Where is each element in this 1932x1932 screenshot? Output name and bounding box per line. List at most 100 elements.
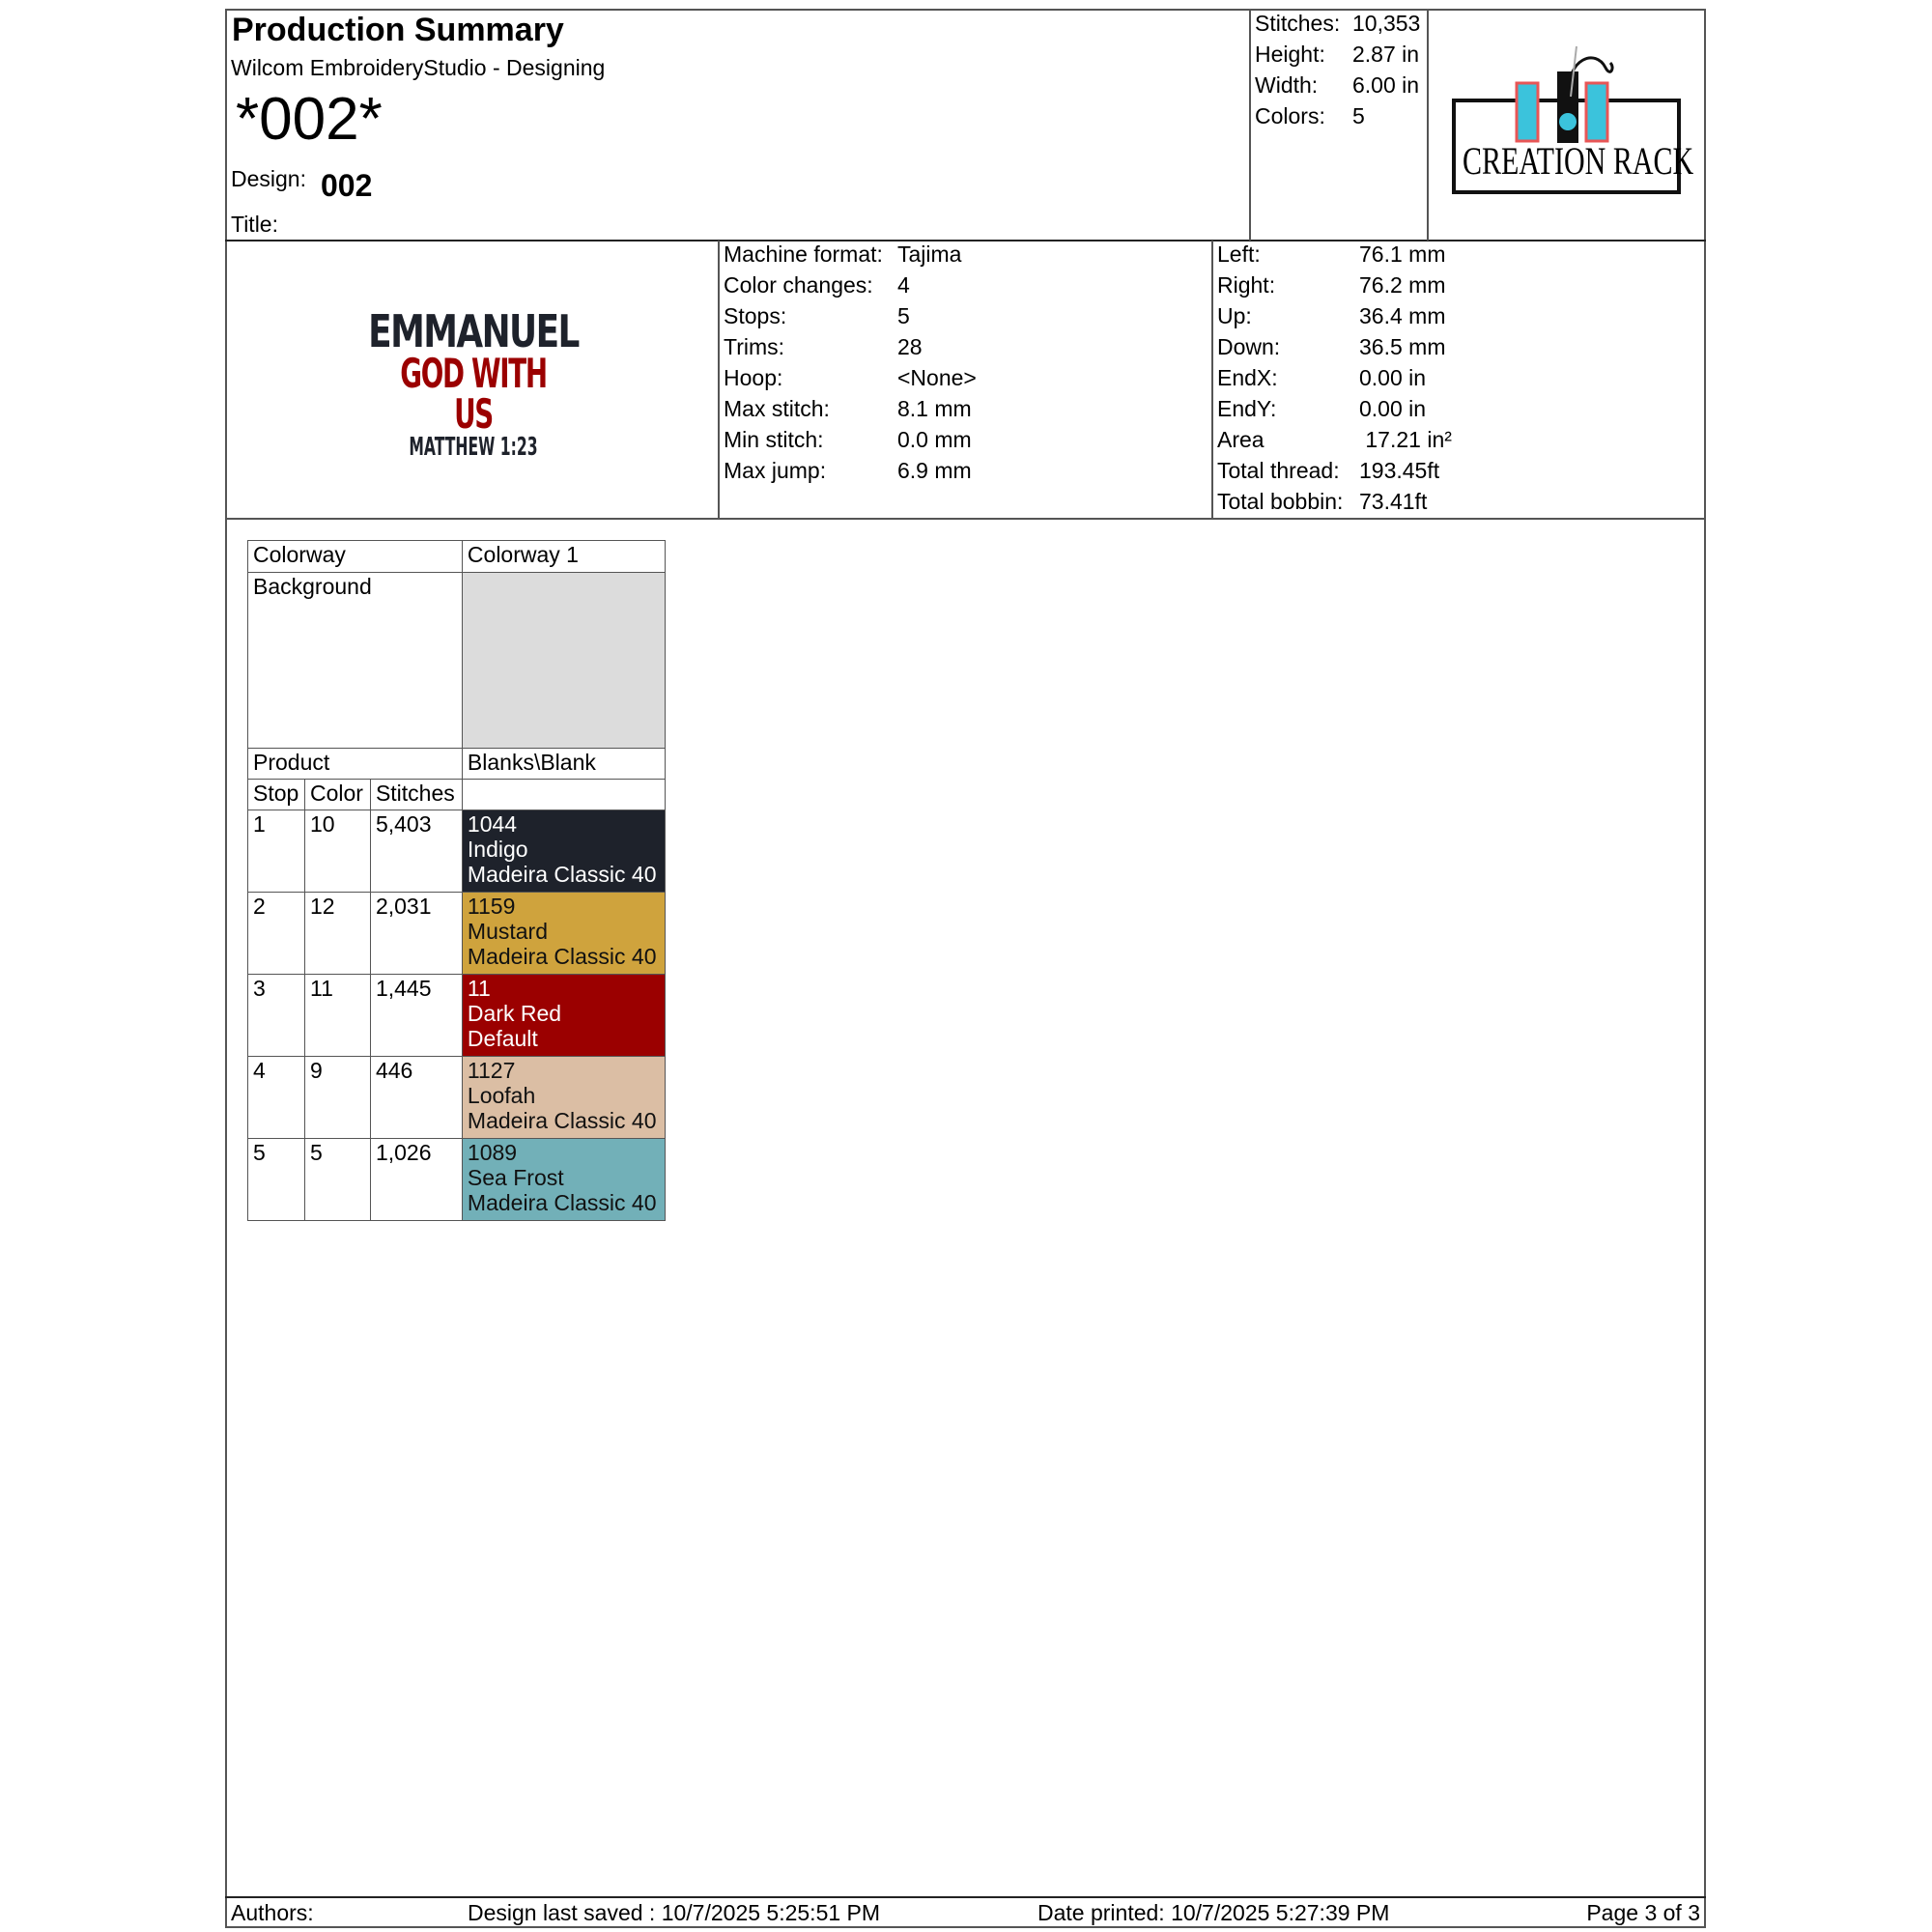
- info-label: Machine format:: [724, 242, 883, 267]
- footer-page-number: Page 3 of 3: [1586, 1900, 1700, 1925]
- table-row: 1 10 5,403 1044 Indigo Madeira Classic 40: [247, 810, 667, 893]
- table-row: 2 12 2,031 1159 Mustard Madeira Classic 40: [247, 892, 667, 975]
- page-title: Production Summary: [232, 12, 564, 48]
- stat-value: 10,353: [1352, 11, 1421, 36]
- info-value: 8.1 mm: [897, 396, 972, 421]
- thread-code: 1089: [467, 1140, 518, 1165]
- machine-info: Machine format: Tajima Color changes: 4 St…: [724, 239, 977, 486]
- dim-value: 36.4 mm: [1359, 303, 1446, 328]
- design-preview: EMMANUEL GOD WITH US MATTHEW 1:23: [328, 309, 618, 460]
- header-col-divider-1: [1249, 9, 1251, 241]
- thread-code: 11: [467, 976, 491, 1001]
- thread-brand: Madeira Classic 40: [467, 1190, 657, 1215]
- column-header-stitches: Stitches: [369, 779, 463, 810]
- dim-label: Down:: [1217, 334, 1281, 359]
- info-value: Tajima: [897, 242, 962, 267]
- colorway-label: Colorway: [247, 540, 463, 573]
- dim-value: 17.21 in²: [1359, 427, 1452, 452]
- stat-value: 5: [1352, 103, 1365, 128]
- dim-label: Up:: [1217, 303, 1252, 328]
- dim-value: 73.41ft: [1359, 489, 1428, 514]
- thread-brand: Default: [467, 1026, 538, 1051]
- thread-code: 1044: [467, 811, 518, 837]
- thread-swatch: 11 Dark Red Default: [461, 974, 667, 1057]
- info-value: 0.0 mm: [897, 427, 972, 452]
- preview-line-1: EMMANUEL: [368, 305, 580, 357]
- info-label: Max stitch:: [724, 396, 830, 421]
- stat-label: Colors:: [1255, 103, 1325, 128]
- summary-stats: Stitches: 10,353 Height: 2.87 in Width: 6.0…: [1255, 8, 1420, 131]
- stat-value: 2.87 in: [1352, 42, 1420, 67]
- info-value: 28: [897, 334, 923, 359]
- thread-name: Indigo: [467, 837, 528, 862]
- thread-swatch: 1044 Indigo Madeira Classic 40: [461, 810, 667, 893]
- dim-label: Right:: [1217, 272, 1276, 298]
- stitches-cell: 5,403: [369, 810, 463, 893]
- barcode-text: *002*: [236, 86, 383, 153]
- product-value: Blanks\Blank: [461, 748, 667, 780]
- stat-label: Stitches:: [1255, 11, 1341, 36]
- thread-brand: Madeira Classic 40: [467, 944, 657, 969]
- page-border-left: [225, 9, 227, 1928]
- thread-brand: Madeira Classic 40: [467, 1108, 657, 1133]
- thread-brand: Madeira Classic 40: [467, 862, 657, 887]
- page-border-right: [1704, 9, 1706, 1928]
- dim-value: 76.1 mm: [1359, 242, 1446, 267]
- thread-name: Loofah: [467, 1083, 536, 1108]
- info-label: Trims:: [724, 334, 785, 359]
- background-label: Background: [247, 572, 463, 749]
- thread-name: Dark Red: [467, 1001, 562, 1026]
- design-value: 002: [321, 168, 373, 203]
- background-swatch: [461, 572, 667, 749]
- info-col-divider-2: [1211, 241, 1213, 519]
- info-divider: [225, 518, 1706, 520]
- header-divider: [225, 240, 1706, 242]
- info-label: Color changes:: [724, 272, 873, 298]
- colorway-name: Colorway 1: [461, 540, 667, 573]
- dimensions-info: Left: 76.1 mm Right: 76.2 mm Up: 36.4 mm Do…: [1217, 239, 1452, 517]
- dim-value: 0.00 in: [1359, 396, 1427, 421]
- dim-label: Total thread:: [1217, 458, 1340, 483]
- dim-value: 193.45ft: [1359, 458, 1440, 483]
- stitches-cell: 2,031: [369, 892, 463, 975]
- color-cell: 9: [303, 1056, 371, 1139]
- stitches-cell: 446: [369, 1056, 463, 1139]
- stitches-cell: 1,026: [369, 1138, 463, 1221]
- page-border-top: [225, 9, 1706, 11]
- info-label: Hoop:: [724, 365, 783, 390]
- creation-rack-logo: CREATION RACK: [1451, 39, 1693, 198]
- design-label: Design:: [231, 166, 306, 191]
- info-label: Min stitch:: [724, 427, 824, 452]
- dim-label: Total bobbin:: [1217, 489, 1344, 514]
- thread-name: Mustard: [467, 919, 549, 944]
- dim-label: Left:: [1217, 242, 1261, 267]
- preview-line-2: GOD WITH US: [400, 350, 548, 438]
- product-label: Product: [247, 748, 463, 780]
- stitches-cell: 1,445: [369, 974, 463, 1057]
- dim-value: 76.2 mm: [1359, 272, 1446, 298]
- color-cell: 10: [303, 810, 371, 893]
- thread-swatch: 1159 Mustard Madeira Classic 40: [461, 892, 667, 975]
- preview-line-3: MATTHEW 1:23: [409, 433, 538, 462]
- stop-cell: 5: [247, 1138, 305, 1221]
- thread-code: 1127: [467, 1058, 516, 1083]
- thread-swatch: 1089 Sea Frost Madeira Classic 40: [461, 1138, 667, 1221]
- footer-authors: Authors:: [231, 1900, 314, 1925]
- table-row: 5 5 1,026 1089 Sea Frost Madeira Classic 40: [247, 1138, 667, 1221]
- color-cell: 11: [303, 974, 371, 1057]
- column-header-stop: Stop: [247, 779, 305, 810]
- colorway-table: Colorway Colorway 1 Background Product Bla…: [247, 540, 667, 1221]
- dim-value: 0.00 in: [1359, 365, 1427, 390]
- color-cell: 5: [303, 1138, 371, 1221]
- dim-label: Area: [1217, 427, 1264, 452]
- dim-value: 36.5 mm: [1359, 334, 1446, 359]
- info-col-divider-1: [718, 241, 720, 519]
- color-cell: 12: [303, 892, 371, 975]
- footer-last-saved: Design last saved : 10/7/2025 5:25:51 PM: [468, 1900, 881, 1925]
- info-value: 5: [897, 303, 910, 328]
- thread-swatch: 1127 Loofah Madeira Classic 40: [461, 1056, 667, 1139]
- header-col-divider-2: [1427, 9, 1429, 241]
- footer-date-printed: Date printed: 10/7/2025 5:27:39 PM: [1037, 1900, 1390, 1925]
- stop-cell: 1: [247, 810, 305, 893]
- logo-text: CREATION RACK: [1463, 139, 1694, 183]
